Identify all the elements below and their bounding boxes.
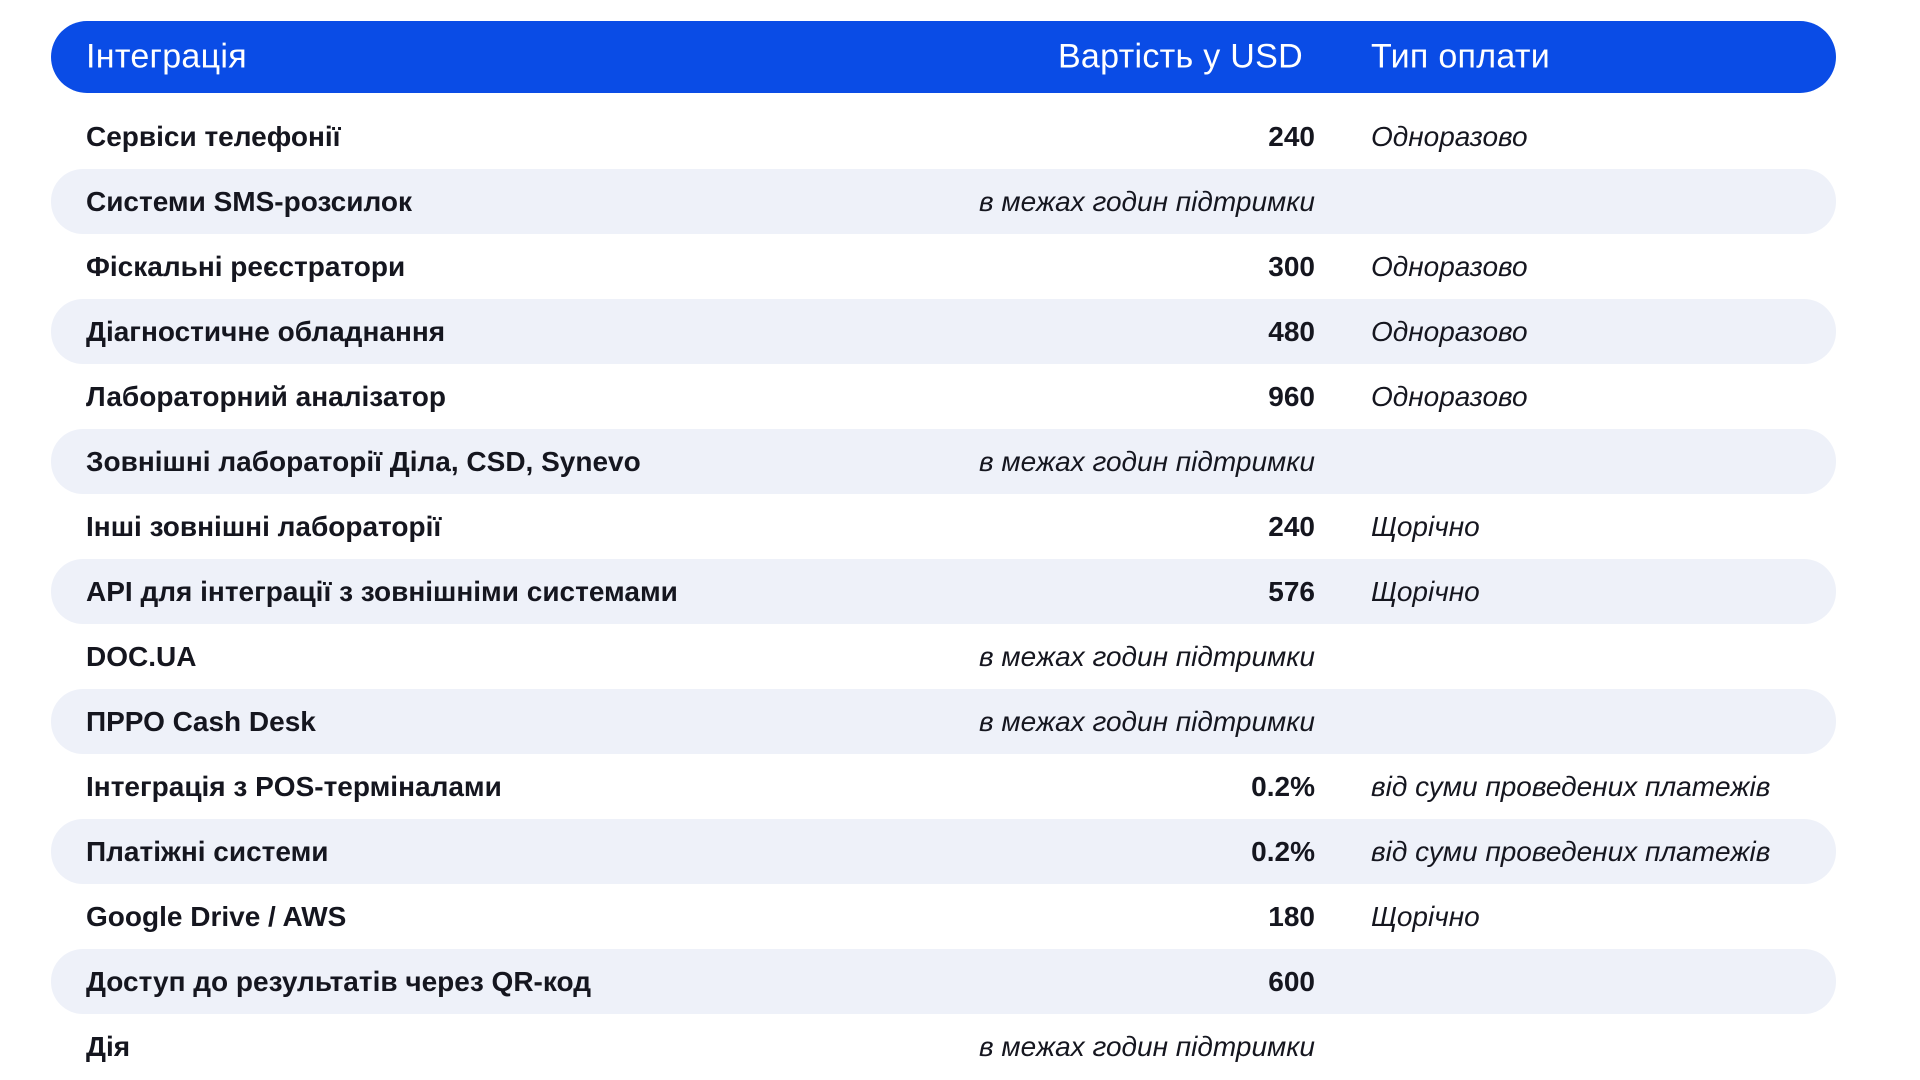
integration-cost: 0.2% [1251, 835, 1315, 867]
integration-name: Зовнішні лабораторії Діла, CSD, Synevo [86, 445, 641, 477]
table-row: DOC.UA в межах годин підтримки [51, 624, 1836, 689]
integration-cost: 0.2% [1251, 770, 1315, 802]
table-row: API для інтеграції з зовнішніми системам… [51, 559, 1836, 624]
payment-type: Одноразово [1371, 380, 1528, 412]
integration-cost: в межах годин підтримки [978, 445, 1315, 477]
integration-cost: в межах годин підтримки [978, 705, 1315, 737]
payment-type: Одноразово [1371, 315, 1528, 347]
integration-name: Інші зовнішні лабораторії [86, 510, 442, 542]
payment-type: Щорічно [1371, 510, 1480, 542]
integration-name: Системи SMS-розсилок [86, 185, 413, 217]
header-payment-type: Тип оплати [1371, 37, 1551, 76]
payment-type: Щорічно [1371, 900, 1480, 932]
table-row: Фіскальні реєстратори 300 Одноразово [51, 234, 1836, 299]
integration-cost: 480 [1268, 315, 1315, 347]
table-header: Інтеграція Вартість у USD Тип оплати [51, 21, 1836, 93]
integration-name: Інтеграція з POS-терміналами [86, 770, 502, 802]
integration-cost: 600 [1268, 965, 1315, 997]
integration-name: Діагностичне обладнання [86, 315, 446, 347]
integrations-pricing-table: Інтеграція Вартість у USD Тип оплати Сер… [51, 21, 1836, 1079]
table-body: Сервіси телефонії 240 Одноразово Системи… [51, 104, 1836, 1079]
integration-name: Google Drive / AWS [86, 900, 347, 932]
integration-name: Дія [86, 1030, 131, 1062]
integration-cost: 180 [1268, 900, 1315, 932]
integration-name: Платіжні системи [86, 835, 329, 867]
header-integration: Інтеграція [86, 37, 247, 76]
integration-name: API для інтеграції з зовнішніми системам… [86, 575, 678, 607]
table-row: Лабораторний аналізатор 960 Одноразово [51, 364, 1836, 429]
integration-cost: 240 [1268, 120, 1315, 152]
integration-cost: 240 [1268, 510, 1315, 542]
table-row: Інші зовнішні лабораторії 240 Щорічно [51, 494, 1836, 559]
integration-name: Лабораторний аналізатор [86, 380, 446, 412]
header-cost: Вартість у USD [1057, 37, 1303, 76]
payment-type: Одноразово [1371, 250, 1528, 282]
integration-name: DOC.UA [86, 640, 197, 672]
table-row: Зовнішні лабораторії Діла, CSD, Synevo в… [51, 429, 1836, 494]
integration-name: Доступ до результатів через QR-код [86, 965, 592, 997]
payment-type: від суми проведених платежів [1371, 835, 1771, 867]
table-row: Платіжні системи 0.2% від суми проведени… [51, 819, 1836, 884]
table-row: Системи SMS-розсилок в межах годин підтр… [51, 169, 1836, 234]
payment-type: від суми проведених платежів [1371, 770, 1771, 802]
integration-cost: в межах годин підтримки [978, 1030, 1315, 1062]
integration-cost: в межах годин підтримки [978, 640, 1315, 672]
integration-name: ПРРО Cash Desk [86, 705, 316, 737]
integration-cost: в межах годин підтримки [978, 185, 1315, 217]
integration-cost: 960 [1268, 380, 1315, 412]
payment-type: Щорічно [1371, 575, 1480, 607]
table-row: Доступ до результатів через QR-код 600 [51, 949, 1836, 1014]
table-row: Сервіси телефонії 240 Одноразово [51, 104, 1836, 169]
integration-cost: 576 [1268, 575, 1315, 607]
table-row: Діагностичне обладнання 480 Одноразово [51, 299, 1836, 364]
table-row: Дія в межах годин підтримки [51, 1014, 1836, 1079]
integration-cost: 300 [1268, 250, 1315, 282]
payment-type: Одноразово [1371, 120, 1528, 152]
table-row: Google Drive / AWS 180 Щорічно [51, 884, 1836, 949]
integration-name: Сервіси телефонії [86, 120, 341, 152]
table-row: ПРРО Cash Desk в межах годин підтримки [51, 689, 1836, 754]
table-row: Інтеграція з POS-терміналами 0.2% від су… [51, 754, 1836, 819]
integration-name: Фіскальні реєстратори [86, 250, 406, 282]
